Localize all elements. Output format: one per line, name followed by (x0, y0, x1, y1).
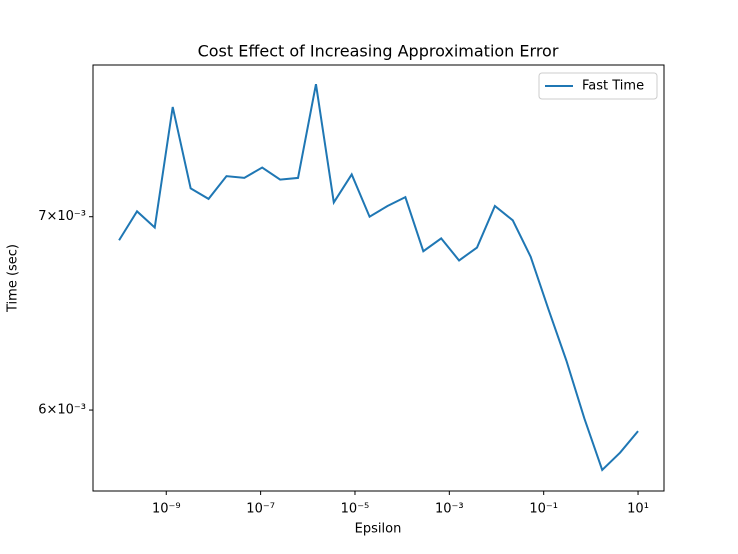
y-tick-label: 7×10⁻³ (38, 209, 86, 224)
x-tick-label: 10⁻⁷ (246, 502, 275, 517)
x-tick-label: 10⁻⁹ (152, 502, 181, 517)
y-axis-label: Time (sec) (6, 244, 21, 313)
x-tick-label: 10¹ (627, 502, 649, 517)
chart-title: Cost Effect of Increasing Approximation … (198, 42, 559, 61)
x-tick-label: 10⁻³ (435, 502, 464, 517)
x-axis-label: Epsilon (355, 522, 402, 537)
y-tick-label: 6×10⁻³ (38, 403, 86, 418)
x-tick-label: 10⁻¹ (529, 502, 558, 517)
data-line (118, 84, 639, 472)
plot-frame (92, 64, 665, 492)
legend-box (538, 72, 658, 100)
x-tick-label: 10⁻⁵ (341, 502, 370, 517)
legend-label: Fast Time (582, 79, 644, 94)
